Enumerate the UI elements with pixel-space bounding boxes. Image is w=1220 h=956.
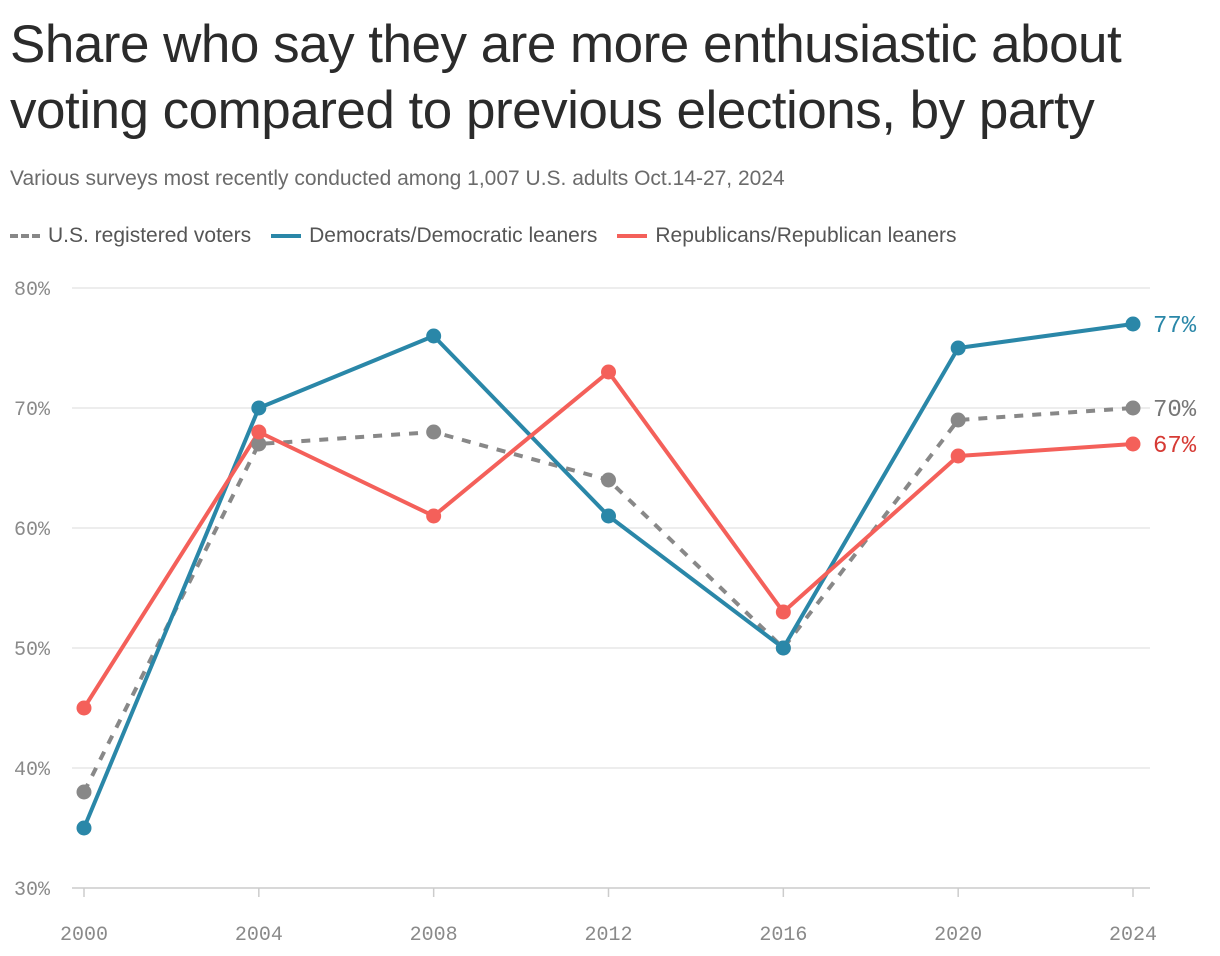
x-tick-label: 2000 — [60, 924, 108, 947]
legend-swatch-republicans — [617, 234, 648, 238]
legend-item-republicans: Republicans/Republican leaners — [617, 224, 957, 248]
x-tick-label: 2004 — [235, 924, 283, 947]
data-point-democrats — [426, 328, 442, 344]
data-point-republicans — [775, 604, 791, 620]
data-point-democrats — [1125, 316, 1141, 332]
data-point-democrats — [601, 508, 616, 524]
x-tick-label: 2024 — [1109, 924, 1157, 947]
y-tick-label: 30% — [14, 879, 51, 902]
x-tick-label: 2016 — [759, 924, 807, 947]
data-point-republicans — [601, 364, 616, 380]
data-point-registered-voters — [76, 784, 92, 800]
legend-swatch-democrats — [271, 234, 302, 238]
data-point-democrats — [251, 400, 267, 416]
x-tick-label: 2008 — [410, 924, 458, 947]
x-tick-label: 2012 — [584, 924, 632, 947]
data-point-registered-voters — [1125, 400, 1141, 416]
chart-subtitle: Various surveys most recently conducted … — [10, 167, 785, 190]
series-line-registered-voters — [82, 406, 1134, 793]
y-tick-label: 50% — [14, 639, 51, 662]
data-point-democrats — [775, 640, 791, 656]
legend: U.S. registered voters Democrats/Democra… — [10, 224, 977, 248]
end-label-registered-voters: 70% — [1153, 397, 1197, 424]
data-point-republicans — [1125, 436, 1141, 452]
data-point-republicans — [251, 424, 267, 440]
series-line-democrats — [82, 322, 1135, 830]
data-point-democrats — [76, 820, 92, 836]
chart-title: Share who say they are more enthusiastic… — [10, 15, 1122, 140]
x-tick-label: 2020 — [934, 924, 982, 947]
legend-swatch-registered-voters — [10, 234, 40, 238]
end-label-democrats: 77% — [1153, 313, 1197, 340]
legend-item-democrats: Democrats/Democratic leaners — [271, 224, 597, 248]
data-point-republicans — [426, 508, 442, 524]
data-point-democrats — [950, 340, 966, 356]
legend-label-registered-voters: U.S. registered voters — [48, 224, 252, 247]
y-tick-label: 60% — [14, 519, 51, 542]
legend-item-registered-voters: U.S. registered voters — [10, 224, 251, 248]
legend-label-democrats: Democrats/Democratic leaners — [309, 224, 598, 247]
data-point-registered-voters — [950, 412, 966, 428]
series-line-republicans — [82, 370, 1135, 710]
y-tick-label: 40% — [14, 759, 51, 782]
data-point-registered-voters — [251, 436, 267, 452]
data-point-republicans — [950, 448, 966, 464]
data-point-republicans — [76, 700, 92, 716]
y-tick-label: 80% — [14, 279, 51, 302]
y-tick-label: 70% — [14, 399, 51, 422]
end-label-republicans: 67% — [1153, 433, 1197, 460]
data-point-registered-voters — [426, 424, 442, 440]
legend-label-republicans: Republicans/Republican leaners — [655, 224, 957, 247]
data-point-registered-voters — [601, 472, 616, 488]
